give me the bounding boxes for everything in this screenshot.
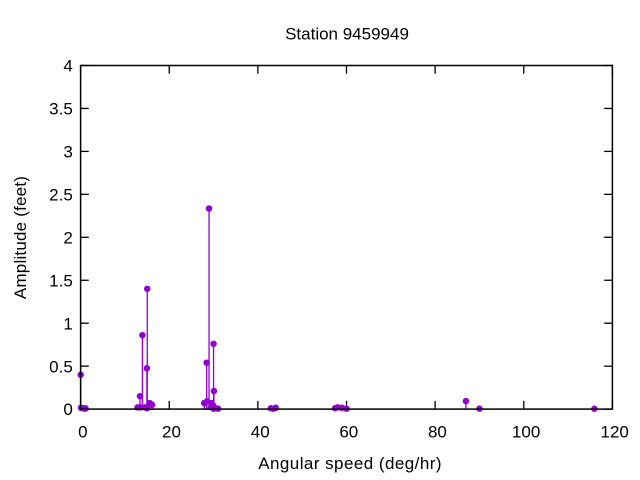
svg-text:0: 0 xyxy=(63,400,72,419)
svg-text:60: 60 xyxy=(339,423,358,442)
svg-text:3.5: 3.5 xyxy=(49,100,73,119)
svg-text:2: 2 xyxy=(63,228,72,247)
svg-text:Amplitude (feet): Amplitude (feet) xyxy=(11,176,30,299)
svg-text:Station 9459949: Station 9459949 xyxy=(285,24,409,43)
svg-text:100: 100 xyxy=(512,423,540,442)
svg-text:2.5: 2.5 xyxy=(49,186,73,205)
svg-text:120: 120 xyxy=(601,423,629,442)
svg-text:1: 1 xyxy=(63,314,72,333)
svg-text:1.5: 1.5 xyxy=(49,271,73,290)
svg-text:80: 80 xyxy=(428,423,447,442)
svg-text:40: 40 xyxy=(251,423,270,442)
svg-text:0.5: 0.5 xyxy=(49,357,73,376)
svg-text:4: 4 xyxy=(63,57,72,76)
svg-text:Angular speed (deg/hr): Angular speed (deg/hr) xyxy=(258,454,442,473)
svg-text:20: 20 xyxy=(162,423,181,442)
svg-text:3: 3 xyxy=(63,143,72,162)
svg-text:0: 0 xyxy=(78,423,87,442)
